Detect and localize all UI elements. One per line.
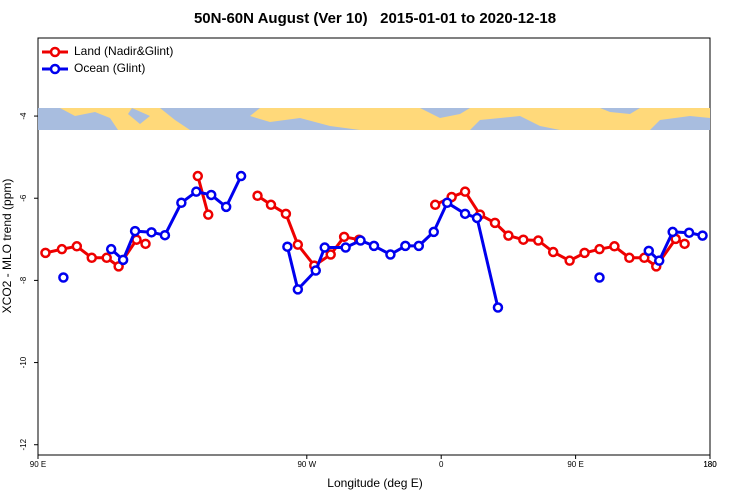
data-point bbox=[679, 238, 690, 250]
data-point bbox=[643, 245, 655, 257]
data-point bbox=[653, 255, 665, 266]
x-tick-label: 90 W bbox=[297, 460, 316, 469]
data-point bbox=[564, 255, 575, 266]
legend-label: Land (Nadir&Glint) bbox=[74, 44, 173, 58]
data-point bbox=[202, 209, 214, 220]
data-point bbox=[503, 230, 514, 241]
data-point bbox=[71, 241, 83, 252]
x-tick-label: 90 E bbox=[567, 460, 583, 469]
series-line bbox=[45, 175, 686, 268]
data-point bbox=[265, 199, 277, 211]
data-point bbox=[205, 189, 217, 201]
chart-title: 50N-60N August (Ver 10) 2015-01-01 to 20… bbox=[194, 10, 556, 27]
data-point bbox=[609, 241, 620, 252]
x-tick-label: 90 E bbox=[30, 460, 46, 469]
data-point bbox=[413, 240, 425, 252]
data-point bbox=[667, 226, 678, 238]
data-point bbox=[58, 272, 69, 283]
y-tick-label: -4 bbox=[19, 112, 28, 120]
data-point bbox=[40, 247, 51, 259]
plot-frame bbox=[37, 37, 711, 456]
data-point bbox=[368, 240, 380, 252]
x-axis-label: Longitude (deg E) bbox=[327, 476, 422, 490]
data-point bbox=[385, 249, 396, 260]
data-point bbox=[441, 197, 453, 208]
x-tick-label: 180 bbox=[703, 460, 717, 469]
y-tick-label: -12 bbox=[19, 438, 28, 450]
data-point bbox=[518, 234, 529, 245]
data-point bbox=[340, 242, 351, 253]
data-point bbox=[292, 239, 304, 250]
data-point bbox=[191, 186, 202, 197]
data-point bbox=[292, 284, 304, 295]
data-point bbox=[101, 252, 112, 264]
data-point bbox=[56, 243, 68, 255]
data-point bbox=[624, 252, 635, 264]
data-point bbox=[355, 235, 366, 246]
map-strip bbox=[38, 108, 710, 130]
data-point bbox=[697, 230, 708, 241]
data-point bbox=[579, 247, 590, 259]
legend-marker bbox=[49, 63, 61, 75]
data-point bbox=[282, 241, 293, 252]
data-point bbox=[310, 265, 322, 276]
data-point bbox=[192, 170, 204, 182]
data-point bbox=[319, 242, 330, 253]
y-tick-label: -10 bbox=[19, 356, 28, 368]
x-tick-label: 180 bbox=[703, 460, 717, 469]
x-tick-label: 0 bbox=[439, 460, 444, 469]
legend-label: Ocean (Glint) bbox=[74, 61, 145, 75]
data-point bbox=[176, 197, 187, 208]
data-point bbox=[129, 225, 141, 237]
data-point bbox=[159, 229, 171, 241]
data-point bbox=[428, 226, 439, 238]
data-point bbox=[280, 208, 292, 220]
data-point bbox=[220, 201, 232, 213]
legend-marker bbox=[49, 46, 61, 58]
data-point bbox=[252, 190, 263, 202]
data-point bbox=[459, 186, 471, 197]
data-point bbox=[533, 235, 544, 246]
data-point bbox=[492, 302, 504, 313]
data-point bbox=[86, 252, 98, 264]
data-point bbox=[338, 231, 350, 243]
data-point bbox=[471, 212, 483, 224]
data-point bbox=[547, 246, 559, 258]
data-point bbox=[683, 227, 695, 238]
data-point bbox=[594, 272, 605, 283]
data-point bbox=[235, 170, 247, 182]
data-point bbox=[140, 238, 151, 250]
y-tick-label: -6 bbox=[19, 194, 28, 202]
data-point bbox=[400, 240, 411, 252]
data-point bbox=[117, 254, 129, 266]
data-point bbox=[459, 208, 471, 220]
data-point bbox=[429, 199, 441, 211]
data-point bbox=[105, 243, 117, 255]
data-point bbox=[325, 249, 336, 260]
data-point bbox=[489, 217, 501, 229]
y-axis-label: XCO2 - MLO trend (ppm) bbox=[0, 179, 14, 314]
data-point bbox=[639, 252, 650, 264]
data-point bbox=[594, 243, 605, 255]
data-point bbox=[146, 227, 157, 238]
y-tick-label: -8 bbox=[19, 276, 28, 284]
